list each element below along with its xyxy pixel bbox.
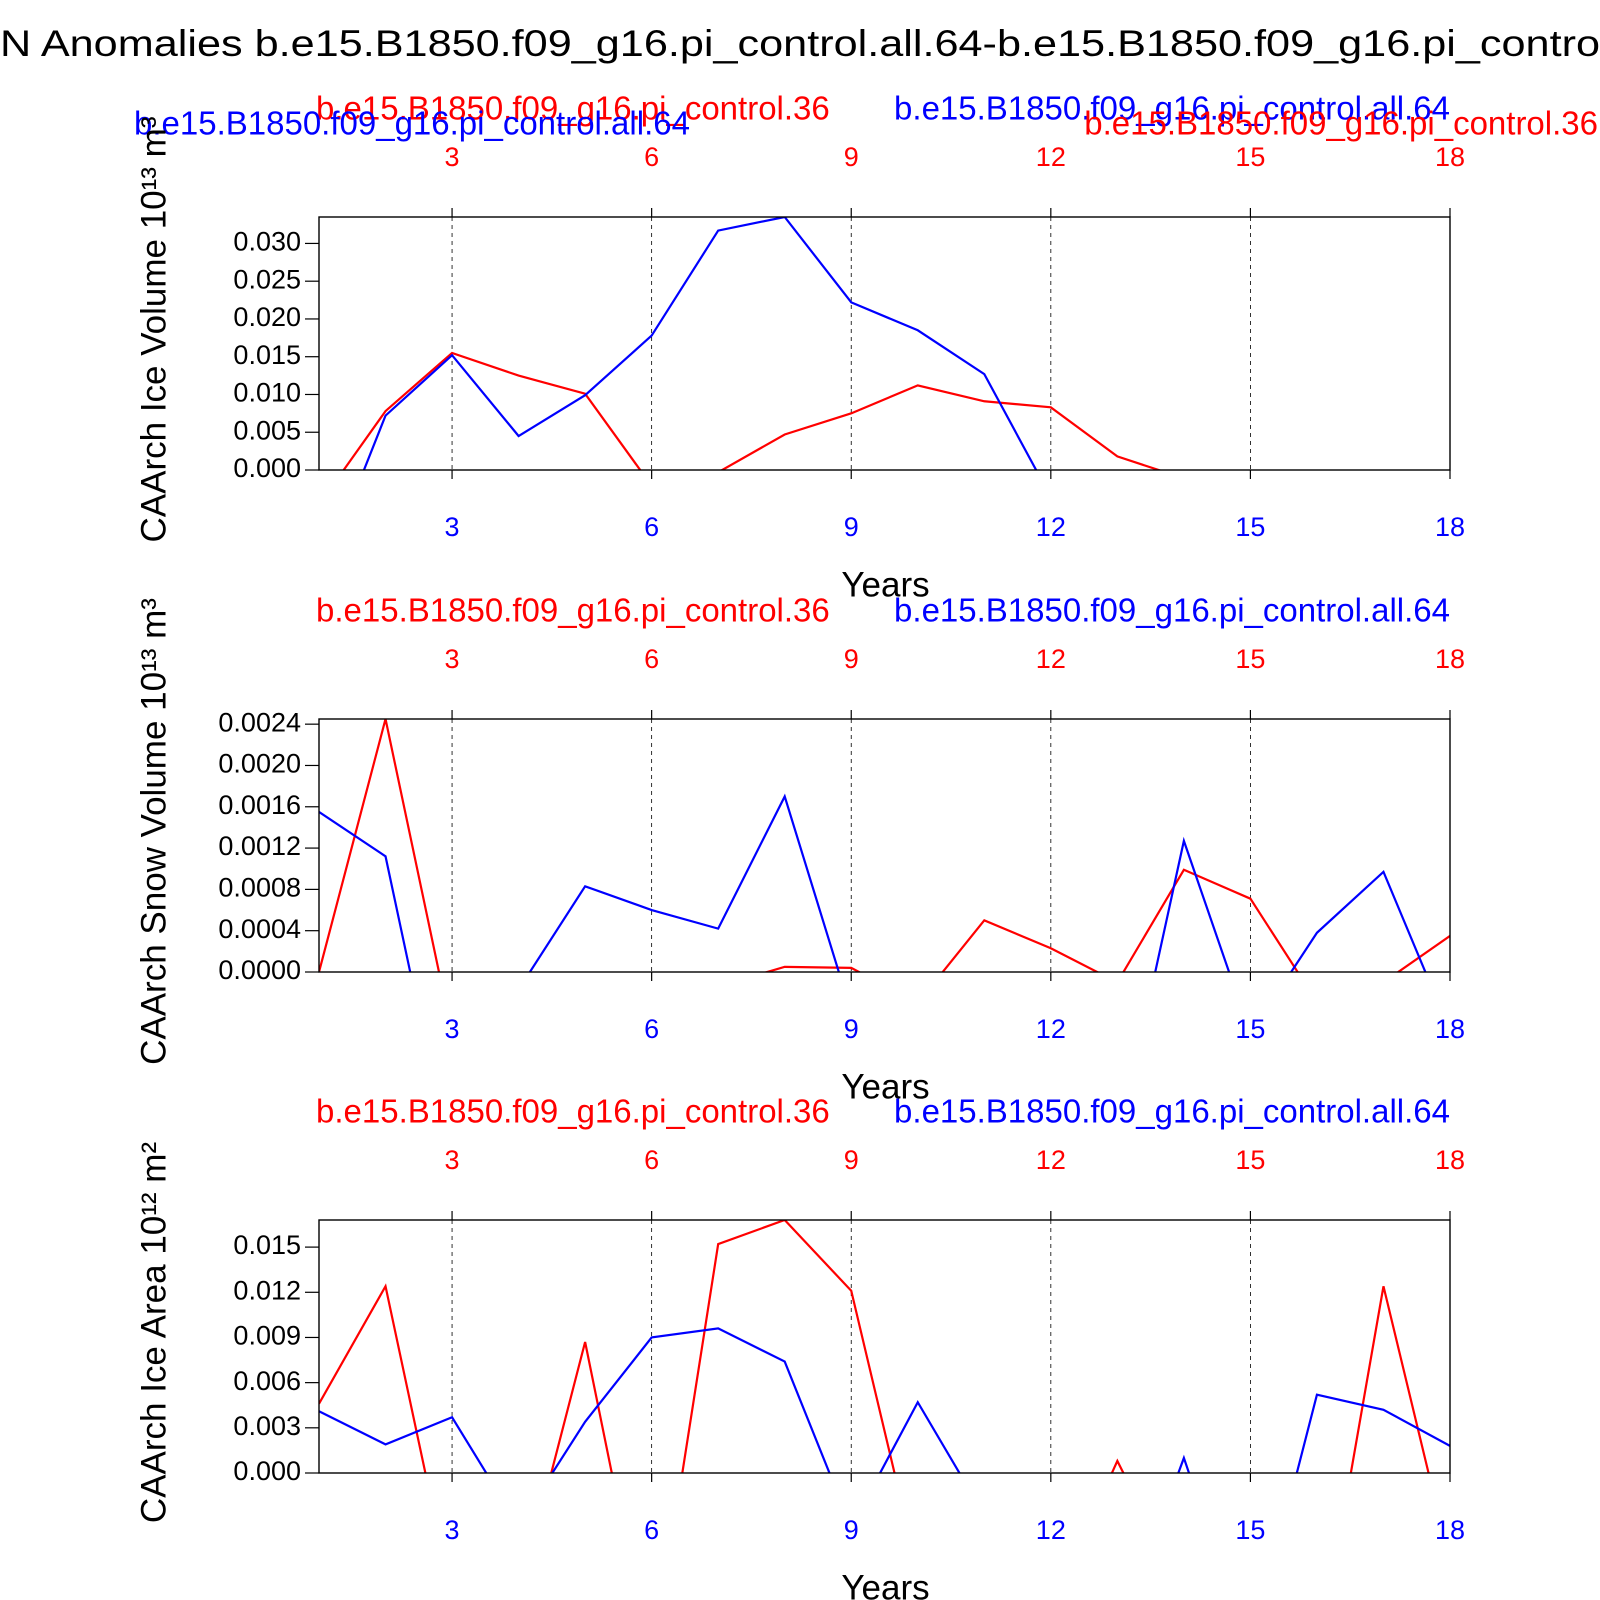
y-tick-label: 0.025 bbox=[233, 264, 301, 294]
top-x-tick-label: 15 bbox=[1235, 644, 1265, 674]
y-tick-label: 0.000 bbox=[233, 1456, 301, 1486]
plot-frame bbox=[318, 1219, 1451, 1474]
y-tick-label: 0.0008 bbox=[218, 873, 301, 903]
legend-entry: b.e15.B1850.f09_g16.pi_control.all.64 bbox=[134, 105, 690, 142]
legend-entry: b.e15.B1850.f09_g16.pi_control.36 bbox=[1084, 105, 1598, 142]
x-axis-label: Years bbox=[841, 1067, 929, 1106]
x-tick-label: 12 bbox=[1036, 512, 1066, 542]
plot-frame bbox=[318, 718, 1451, 973]
x-tick-label: 15 bbox=[1235, 1014, 1265, 1044]
data-line bbox=[319, 1327, 1450, 1473]
y-tick-label: 0.015 bbox=[233, 1230, 301, 1260]
y-axis-label: CAArch Ice Volume 10¹³ m³ bbox=[134, 117, 173, 543]
y-tick-label: 0.003 bbox=[233, 1411, 301, 1441]
y-tick-label: 0.006 bbox=[233, 1366, 301, 1396]
top-x-tick-label: 9 bbox=[844, 1145, 859, 1175]
y-tick-label: 0.0016 bbox=[218, 790, 301, 820]
top-x-tick-label: 15 bbox=[1235, 1145, 1265, 1175]
x-tick-label: 12 bbox=[1036, 1014, 1066, 1044]
x-tick-label: 15 bbox=[1235, 512, 1265, 542]
x-tick-label: 3 bbox=[445, 1515, 460, 1545]
panel: 3 3 6 6 9 9 12 12 15 15 18 18 0.000 0.003 0.006 0.009 0.… bbox=[134, 1093, 1465, 1600]
y-tick-label: 0.005 bbox=[233, 415, 301, 445]
x-tick-label: 18 bbox=[1435, 512, 1465, 542]
legend-entry: b.e15.B1850.f09_g16.pi_control.36 bbox=[316, 1093, 830, 1130]
x-axis-label: Years bbox=[841, 565, 929, 604]
data-line bbox=[319, 719, 1450, 972]
x-tick-label: 9 bbox=[844, 1515, 859, 1545]
top-x-tick-label: 18 bbox=[1435, 644, 1465, 674]
y-tick-label: 0.0024 bbox=[218, 707, 301, 737]
x-tick-label: 3 bbox=[445, 512, 460, 542]
legend-entry: b.e15.B1850.f09_g16.pi_control.36 bbox=[316, 592, 830, 629]
panel: 3 3 6 6 9 9 12 12 15 15 18 18 0.000 0.005 0.010 0.015 0.… bbox=[134, 90, 1598, 605]
y-tick-label: 0.000 bbox=[233, 453, 301, 483]
y-tick-label: 0.010 bbox=[233, 378, 301, 408]
top-x-tick-label: 6 bbox=[644, 1145, 659, 1175]
y-axis-label: CAArch Snow Volume 10¹³ m³ bbox=[134, 598, 173, 1065]
x-tick-label: 18 bbox=[1435, 1515, 1465, 1545]
top-x-tick-label: 6 bbox=[644, 142, 659, 172]
top-x-tick-label: 18 bbox=[1435, 142, 1465, 172]
x-tick-label: 18 bbox=[1435, 1014, 1465, 1044]
y-tick-label: 0.0012 bbox=[218, 831, 301, 861]
top-x-tick-label: 6 bbox=[644, 644, 659, 674]
x-tick-label: 6 bbox=[644, 1515, 659, 1545]
top-x-tick-label: 9 bbox=[844, 142, 859, 172]
legend-entry: b.e15.B1850.f09_g16.pi_control.36 bbox=[316, 90, 830, 127]
y-tick-label: 0.0020 bbox=[218, 749, 301, 779]
x-tick-label: 9 bbox=[844, 1014, 859, 1044]
top-x-tick-label: 12 bbox=[1036, 1145, 1066, 1175]
top-x-tick-label: 15 bbox=[1235, 142, 1265, 172]
data-line bbox=[319, 1220, 1430, 1473]
top-x-tick-label: 12 bbox=[1036, 644, 1066, 674]
top-x-tick-label: 12 bbox=[1036, 142, 1066, 172]
x-tick-label: 15 bbox=[1235, 1515, 1265, 1545]
figure-title: N Anomalies b.e15.B1850.f09_g16.pi_contr… bbox=[0, 23, 1600, 64]
plot-frame bbox=[318, 216, 1451, 471]
y-tick-label: 0.009 bbox=[233, 1321, 301, 1351]
y-tick-label: 0.020 bbox=[233, 302, 301, 332]
y-tick-label: 0.0004 bbox=[218, 914, 301, 944]
y-tick-label: 0.0000 bbox=[218, 955, 301, 985]
data-line bbox=[342, 351, 1163, 470]
top-x-tick-label: 3 bbox=[445, 644, 460, 674]
x-tick-label: 12 bbox=[1036, 1515, 1066, 1545]
top-x-tick-label: 3 bbox=[445, 142, 460, 172]
legend-entry: b.e15.B1850.f09_g16.pi_control.all.64 bbox=[894, 90, 1450, 127]
x-tick-label: 6 bbox=[644, 1014, 659, 1044]
y-tick-label: 0.015 bbox=[233, 340, 301, 370]
legend-entry: b.e15.B1850.f09_g16.pi_control.all.64 bbox=[894, 592, 1450, 629]
panel: 3 3 6 6 9 9 12 12 15 15 18 18 0.0000 0.0004 0.0008 0.00… bbox=[134, 592, 1465, 1107]
x-tick-label: 6 bbox=[644, 512, 659, 542]
x-tick-label: 9 bbox=[844, 512, 859, 542]
x-tick-label: 3 bbox=[445, 1014, 460, 1044]
top-x-tick-label: 18 bbox=[1435, 1145, 1465, 1175]
y-tick-label: 0.030 bbox=[233, 227, 301, 257]
y-axis-label: CAArch Ice Area 10¹² m² bbox=[134, 1142, 173, 1523]
x-axis-label: Years bbox=[841, 1568, 929, 1600]
top-x-tick-label: 9 bbox=[844, 644, 859, 674]
top-x-tick-label: 3 bbox=[445, 1145, 460, 1175]
y-tick-label: 0.012 bbox=[233, 1275, 301, 1305]
data-line bbox=[362, 217, 1038, 470]
legend-entry: b.e15.B1850.f09_g16.pi_control.all.64 bbox=[894, 1093, 1450, 1130]
